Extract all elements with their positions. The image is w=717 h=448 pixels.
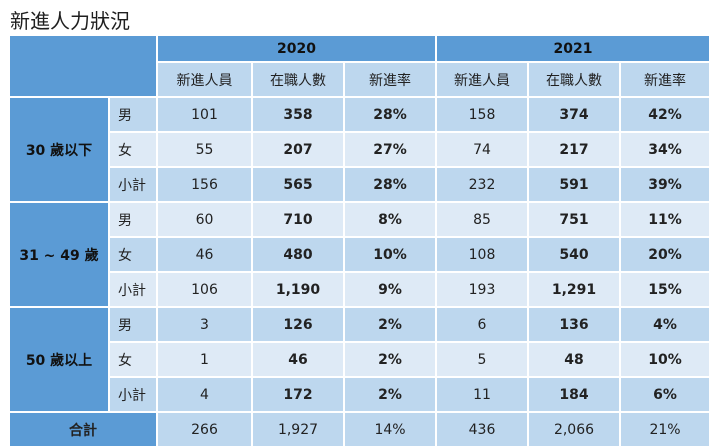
subgroup-label: 小計 [108,166,158,203]
table-cell: 85 [435,201,529,238]
year-header-2020: 2020 [156,34,437,63]
table-cell: 158 [435,96,529,133]
corner-cell [8,34,158,98]
table-cell: 217 [527,131,621,168]
total-cell: 14% [343,411,437,448]
table-cell: 20% [619,236,711,273]
col-header-rate-2021: 新進率 [619,61,711,98]
col-header-new-hires-2021: 新進人員 [435,61,529,98]
table-cell: 591 [527,166,621,203]
table-row: 31 ~ 49 歲男 60 710 8% 85 751 11% [8,201,711,308]
table-row: 女 46 480 10% 108 540 20% [9,236,711,273]
table-cell: 34% [619,131,711,168]
table-row: 小計 4 172 2% 11 184 6% [9,376,711,413]
total-cell: 436 [435,411,529,448]
table-cell: 540 [527,236,621,273]
table-cell: 39% [619,166,711,203]
table-cell: 11% [619,201,711,238]
table-cell: 2% [343,376,437,413]
table-cell: 184 [527,376,621,413]
table-row: 小計 106 1,190 9% 193 1,291 15% [9,271,711,308]
table-cell: 565 [251,166,345,203]
table-cell: 60 [156,201,253,238]
table-cell: 232 [435,166,529,203]
col-header-rate-2020: 新進率 [343,61,437,98]
group-label: 31 ~ 49 歲 [8,201,110,308]
table-cell: 374 [527,96,621,133]
table-cell: 28% [343,166,437,203]
table-cell: 126 [251,306,345,343]
subgroup-label: 小計 [108,376,158,413]
col-header-new-hires-2020: 新進人員 [156,61,253,98]
total-cell: 1,927 [251,411,345,448]
total-cell: 21% [619,411,711,448]
total-row: 合計 266 1,927 14% 436 2,066 21% [8,411,711,448]
table-cell: 5 [435,341,529,378]
group-label: 50 歲以上 [8,306,110,413]
table-cell: 2% [343,341,437,378]
table-cell: 156 [156,166,253,203]
total-cell: 266 [156,411,253,448]
table-cell: 10% [343,236,437,273]
table-cell: 108 [435,236,529,273]
table-cell: 172 [251,376,345,413]
table-cell: 3 [156,306,253,343]
table-cell: 1,190 [251,271,345,308]
table-cell: 101 [156,96,253,133]
table-cell: 55 [156,131,253,168]
subgroup-label: 小計 [108,271,158,308]
year-header-2021: 2021 [435,34,711,63]
subgroup-label: 女 [108,341,158,378]
table-cell: 4% [619,306,711,343]
table-cell: 11 [435,376,529,413]
table-cell: 46 [156,236,253,273]
table-cell: 6 [435,306,529,343]
table-row: 女 55 207 27% 74 217 34% [9,131,711,168]
subgroup-label: 女 [108,131,158,168]
table-cell: 136 [527,306,621,343]
total-cell: 2,066 [527,411,621,448]
table-cell: 1,291 [527,271,621,308]
table-cell: 74 [435,131,529,168]
table-cell: 1 [156,341,253,378]
table-cell: 28% [343,96,437,133]
table-cell: 27% [343,131,437,168]
table-row: 30 歲以下男 101 358 28% 158 374 42% [8,96,711,203]
page-title: 新進人力狀況 [10,9,130,33]
table-row: 小計 156 565 28% 232 591 39% [9,166,711,203]
subgroup-label: 女 [108,236,158,273]
col-header-employees-2021: 在職人數 [527,61,621,98]
table-row: 50 歲以上男 3 126 2% 6 136 4% [8,306,711,413]
table-row: 女 1 46 2% 5 48 10% [9,341,711,378]
total-label: 合計 [8,411,158,448]
table-cell: 6% [619,376,711,413]
table-cell: 710 [251,201,345,238]
table-cell: 358 [251,96,345,133]
table-cell: 193 [435,271,529,308]
table-cell: 15% [619,271,711,308]
table-cell: 46 [251,341,345,378]
group-label: 30 歲以下 [8,96,110,203]
subgroup-label: 男 [108,306,158,343]
table-cell: 42% [619,96,711,133]
table-cell: 10% [619,341,711,378]
table-cell: 8% [343,201,437,238]
table-cell: 106 [156,271,253,308]
table-cell: 9% [343,271,437,308]
table-cell: 207 [251,131,345,168]
subgroup-label: 男 [108,201,158,238]
new-hire-table: 2020 2021 新進人員 在職人數 新進率 新進人員 在職人數 新進率 30… [8,34,711,448]
col-header-employees-2020: 在職人數 [251,61,345,98]
table-cell: 480 [251,236,345,273]
table-cell: 4 [156,376,253,413]
table-cell: 48 [527,341,621,378]
subgroup-label: 男 [108,96,158,133]
table-cell: 2% [343,306,437,343]
table-cell: 751 [527,201,621,238]
